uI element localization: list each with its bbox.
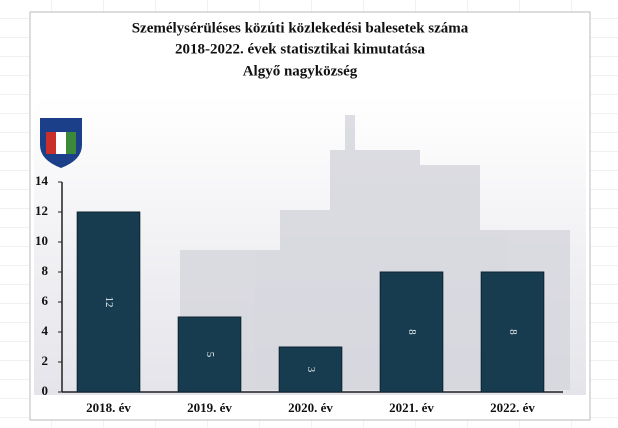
chart-subtitle: 2018-2022. évek statisztikai kimutatása <box>175 41 425 57</box>
y-tick-label: 6 <box>42 293 49 308</box>
data-label: 3 <box>305 367 317 373</box>
bar <box>278 346 343 393</box>
bar <box>480 271 545 393</box>
data-label: 8 <box>406 329 418 335</box>
y-tick-label: 0 <box>42 383 49 398</box>
bar <box>177 316 242 393</box>
y-tick-label: 8 <box>42 263 49 278</box>
bar <box>76 211 141 393</box>
data-label: 8 <box>507 329 519 335</box>
x-tick-label: 2019. év <box>187 400 232 415</box>
data-label: 5 <box>204 352 216 358</box>
x-tick-label: 2021. év <box>389 400 434 415</box>
x-tick-label: 2022. év <box>490 400 535 415</box>
chart-title: Személysérüléses közúti közlekedési bale… <box>132 20 469 36</box>
data-label: 12 <box>103 297 115 308</box>
y-tick-label: 12 <box>35 203 48 218</box>
chart-subtitle: Algyő nagyközség <box>243 63 358 79</box>
x-tick-label: 2020. év <box>288 400 333 415</box>
x-tick-label: 2018. év <box>86 400 131 415</box>
bar <box>379 271 444 393</box>
emblem <box>40 118 82 168</box>
y-tick-label: 10 <box>35 233 48 248</box>
y-tick-label: 14 <box>35 173 49 188</box>
y-tick-label: 2 <box>42 353 49 368</box>
y-tick-label: 4 <box>42 323 49 338</box>
